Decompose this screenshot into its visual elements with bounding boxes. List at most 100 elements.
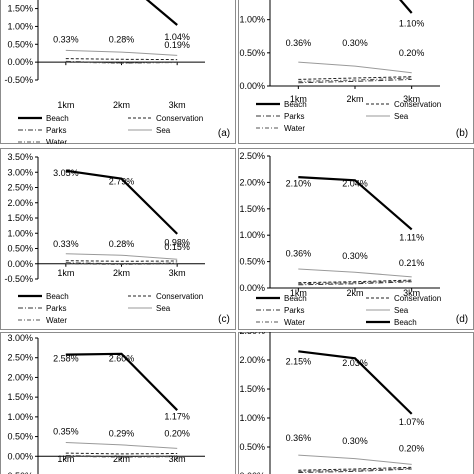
y-tick-label: 1.50% xyxy=(239,384,265,394)
series-line-water xyxy=(65,61,178,64)
series-line-conservation xyxy=(65,260,178,262)
data-label: 0.20% xyxy=(399,444,425,454)
y-tick-label: 0.00% xyxy=(7,57,33,67)
panel-border xyxy=(238,332,474,474)
data-label: 1.04% xyxy=(164,32,190,42)
y-tick-label: 1.00% xyxy=(239,15,265,25)
series-line-beach xyxy=(145,0,178,26)
legend-label: Parks xyxy=(46,126,66,135)
legend-label: Conservation xyxy=(156,292,203,301)
panel-body: -0.50% 0.00% 0.50% 1.00% 1.50% 2.00% 2.50% 3.00… xyxy=(4,333,205,474)
x-tick-label: 2km xyxy=(113,454,130,464)
data-label: 0.19% xyxy=(164,40,190,50)
y-tick-label: 0.50% xyxy=(239,48,265,58)
legend-label: Water xyxy=(46,138,67,147)
legend-label: Parks xyxy=(284,306,304,315)
y-tick-label: 2.00% xyxy=(239,355,265,365)
series-line-conservation xyxy=(65,452,178,455)
legend-label: Parks xyxy=(284,112,304,121)
y-tick-label: 1.00% xyxy=(239,230,265,240)
legend-label: Beach xyxy=(394,318,417,327)
data-label: 0.36% xyxy=(286,433,312,443)
data-label: 0.35% xyxy=(53,427,79,437)
series-line-sea xyxy=(298,61,412,74)
chart-panel-e: -0.50% 0.00% 0.50% 1.00% 1.50% 2.00% 2.50% 3.00… xyxy=(0,332,236,474)
series-line-water xyxy=(65,455,178,458)
series-line-water xyxy=(298,468,412,472)
y-tick-label: -0.50% xyxy=(4,274,33,284)
y-tick-label: 0.00% xyxy=(239,471,265,474)
y-tick-label: 0.50% xyxy=(7,432,33,442)
y-tick-label: 2.00% xyxy=(239,177,265,187)
data-label: 0.36% xyxy=(286,248,312,258)
y-tick-label: 1.00% xyxy=(7,228,33,238)
panel-label: (a) xyxy=(218,128,230,139)
legend-label: Water xyxy=(284,124,305,133)
y-tick-label: 1.50% xyxy=(7,213,33,223)
legend-label: Beach xyxy=(284,100,307,109)
chart-panel-d: 0.00% 0.50% 1.00% 1.50% 2.00% 2.50% 1km 2km 3km 2… xyxy=(238,148,474,330)
series-line-beach xyxy=(298,176,413,231)
y-tick-label: 1.00% xyxy=(239,413,265,423)
data-label: 0.15% xyxy=(164,242,190,252)
series-line-beach xyxy=(65,169,178,235)
x-tick-label: 2km xyxy=(346,94,363,104)
data-label: 0.33% xyxy=(53,239,79,249)
data-label: 3.05% xyxy=(53,168,79,178)
y-tick-label: 1.50% xyxy=(7,392,33,402)
data-label: 0.30% xyxy=(342,436,368,446)
legend-label: Sea xyxy=(394,112,409,121)
y-tick-label: 2.50% xyxy=(239,151,265,161)
legend-label: Conservation xyxy=(394,100,441,109)
data-label: 0.20% xyxy=(164,429,190,439)
data-label: 0.21% xyxy=(399,258,425,268)
y-tick-label: 2.50% xyxy=(7,183,33,193)
y-tick-label: 0.00% xyxy=(239,81,265,91)
data-label: 2.04% xyxy=(342,179,368,189)
data-label: 2.58% xyxy=(53,354,79,364)
data-label: 1.17% xyxy=(164,412,190,422)
x-tick-label: 2km xyxy=(346,288,363,298)
series-line-water xyxy=(298,280,412,285)
series-line-sea xyxy=(65,253,178,260)
series-line-beach xyxy=(399,0,413,14)
data-label: 2.60% xyxy=(109,354,135,364)
y-tick-label: 2.50% xyxy=(7,353,33,363)
data-label: 0.30% xyxy=(342,38,368,48)
panel-label: (d) xyxy=(456,314,468,325)
x-tick-label: 3km xyxy=(403,94,420,104)
panel-label: (c) xyxy=(218,314,230,325)
data-label: 0.29% xyxy=(109,429,135,439)
x-tick-label: 2km xyxy=(113,100,130,110)
series-line-parks xyxy=(298,281,412,286)
panel-border xyxy=(0,332,236,474)
y-tick-label: 2.50% xyxy=(239,326,265,336)
series-line-parks xyxy=(298,78,412,84)
data-label: 1.11% xyxy=(399,232,424,242)
y-tick-label: 3.00% xyxy=(7,167,33,177)
series-line-sea xyxy=(298,268,412,278)
series-line-sea xyxy=(65,442,178,449)
series-line-parks xyxy=(65,262,178,265)
y-tick-label: 1.50% xyxy=(239,204,265,214)
y-tick-label: 0.50% xyxy=(239,257,265,267)
x-tick-label: 3km xyxy=(169,100,186,110)
legend-label: Sea xyxy=(156,126,171,135)
legend-label: Beach xyxy=(284,294,307,303)
series-line-beach xyxy=(298,350,413,415)
series-line-beach xyxy=(65,352,178,411)
legend-label: Beach xyxy=(46,114,69,123)
panel-border xyxy=(0,148,236,330)
panel-body: 0.00% 0.50% 1.00% 1.50% 2.00% 2.50% 1km 2km 3km 2… xyxy=(239,151,441,327)
y-tick-label: -0.50% xyxy=(4,75,33,85)
panel-body: 0.00% 0.50% 1.00% 1.50% 2.00% 2.50% 2.15% 2.03%… xyxy=(239,326,425,474)
x-tick-label: 2km xyxy=(113,268,130,278)
chart-panel-b: 0.00%0.50%1.00%1.50%1km2km3km2.09%0.36%0… xyxy=(238,0,474,144)
x-tick-label: 1km xyxy=(57,268,74,278)
y-tick-label: 1.00% xyxy=(7,21,33,31)
data-label: 0.28% xyxy=(109,239,135,249)
data-label: 0.36% xyxy=(286,38,312,48)
data-label: 0.28% xyxy=(109,35,135,45)
series-line-water xyxy=(298,77,412,82)
